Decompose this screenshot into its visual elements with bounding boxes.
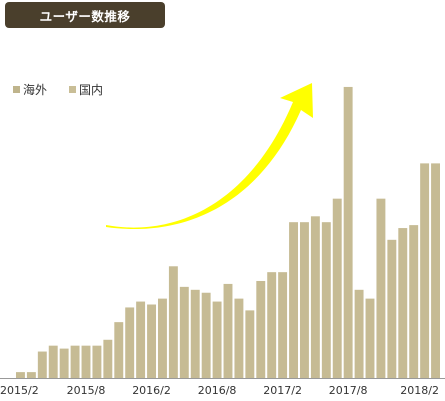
legend-label-overseas: 海外 bbox=[23, 83, 48, 97]
legend-swatch-overseas bbox=[13, 86, 20, 93]
bar-10 bbox=[125, 307, 135, 378]
bar-23 bbox=[267, 272, 277, 378]
bar-38 bbox=[431, 163, 440, 378]
bar-9 bbox=[114, 322, 124, 378]
growth-arrow-body bbox=[106, 83, 313, 230]
x-tick-label-6: 2018/2 bbox=[400, 384, 439, 397]
bar-27 bbox=[310, 216, 320, 378]
bar-6 bbox=[81, 345, 91, 378]
bar-34 bbox=[387, 239, 397, 378]
bar-19 bbox=[223, 283, 233, 378]
bar-28 bbox=[321, 222, 331, 378]
bars-group bbox=[16, 86, 440, 378]
bar-0 bbox=[16, 372, 25, 378]
bar-18 bbox=[212, 301, 222, 378]
bar-26 bbox=[300, 222, 309, 378]
bar-32 bbox=[365, 298, 375, 378]
bar-4 bbox=[59, 348, 69, 378]
x-tick-label-4: 2017/2 bbox=[263, 384, 302, 397]
bar-22 bbox=[256, 280, 266, 378]
growth-arrow bbox=[106, 83, 313, 230]
bar-14 bbox=[168, 266, 178, 378]
x-axis-ticks: 2015/2 2015/8 2016/2 2016/8 2017/2 2017/8 2018… bbox=[0, 384, 439, 397]
legend-item-overseas: 海外 bbox=[13, 81, 47, 98]
bar-21 bbox=[245, 310, 255, 378]
x-tick-label-3: 2016/8 bbox=[198, 384, 237, 397]
legend-label-domestic: 国内 bbox=[79, 83, 104, 97]
x-tick-label-5: 2017/8 bbox=[329, 384, 368, 397]
bar-35 bbox=[398, 228, 408, 378]
legend-swatch-domestic bbox=[69, 86, 77, 93]
bar-1 bbox=[26, 372, 36, 378]
bar-7 bbox=[92, 345, 102, 378]
x-tick-label-2: 2016/2 bbox=[132, 384, 171, 397]
bar-36 bbox=[409, 225, 419, 378]
bar-5 bbox=[70, 345, 80, 378]
bar-12 bbox=[147, 304, 156, 378]
chart-title: ユーザー数推移 bbox=[5, 2, 165, 28]
bar-24 bbox=[278, 272, 288, 378]
bar-31 bbox=[354, 289, 364, 378]
bar-16 bbox=[190, 289, 200, 378]
legend: 海外 国内 bbox=[13, 81, 103, 98]
bar-37 bbox=[420, 163, 430, 378]
bar-25 bbox=[289, 222, 298, 378]
x-tick-label-0: 2015/2 bbox=[0, 384, 39, 397]
bar-8 bbox=[103, 339, 113, 378]
bar-33 bbox=[376, 198, 386, 378]
bar-2 bbox=[37, 351, 47, 378]
bar-20 bbox=[234, 298, 244, 378]
x-tick-label-1: 2015/8 bbox=[67, 384, 106, 397]
bar-13 bbox=[158, 298, 167, 378]
legend-item-domestic: 国内 bbox=[69, 81, 103, 98]
bar-11 bbox=[136, 301, 146, 378]
bar-30 bbox=[343, 86, 353, 378]
bar-29 bbox=[332, 198, 342, 378]
bar-3 bbox=[48, 345, 58, 378]
bar-17 bbox=[201, 292, 211, 378]
bar-15 bbox=[179, 286, 189, 378]
